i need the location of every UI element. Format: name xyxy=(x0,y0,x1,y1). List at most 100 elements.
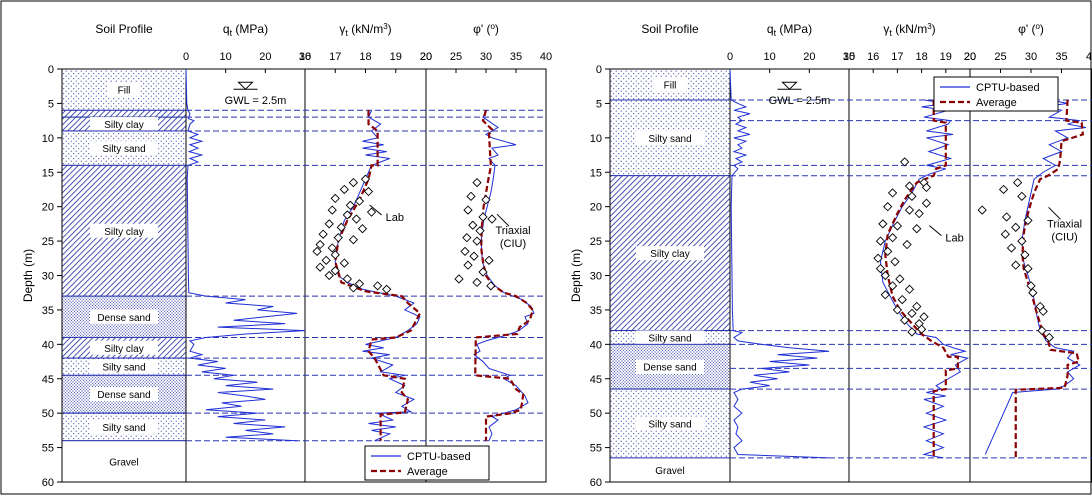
gwl-label: GWL = 2.5m xyxy=(769,95,831,107)
x-tick-label: 19 xyxy=(390,51,402,63)
soil-layer-label: Dense sand xyxy=(643,363,696,374)
x-tick-label: 18 xyxy=(915,51,927,63)
lab-data-point xyxy=(919,312,929,322)
lab-data-point xyxy=(372,281,383,291)
lab-data-point xyxy=(892,221,903,231)
triaxial-data-point xyxy=(478,267,488,277)
panel-right: Fill Silty sand Silty clay Silty sand Dense … xyxy=(569,22,1092,489)
x-tick-label: 20 xyxy=(259,51,271,63)
soil-label-bg xyxy=(90,141,158,156)
x-tick-label: 35 xyxy=(1055,51,1067,63)
y-tick-label: 25 xyxy=(42,236,54,248)
y-tick-label: 15 xyxy=(590,167,602,179)
y-tick-label: 25 xyxy=(590,236,602,248)
gwl-label: GWL = 2.5m xyxy=(225,95,287,107)
triaxial-data-point xyxy=(460,246,470,257)
lab-data-point xyxy=(875,263,886,274)
triaxial-annotation: Triaxial xyxy=(495,225,530,237)
lab-data-point xyxy=(887,188,898,198)
triaxial-data-point xyxy=(998,184,1009,195)
lab-data-point xyxy=(921,198,932,208)
x-tick-label: 25 xyxy=(450,51,462,63)
triaxial-data-point xyxy=(1017,236,1027,246)
lab-data-point xyxy=(342,210,352,220)
lab-data-point xyxy=(900,315,910,325)
soil-layer-label: Silty clay xyxy=(104,120,143,131)
triaxial-data-point xyxy=(1023,215,1033,226)
lab-data-point xyxy=(895,274,905,284)
lab-data-point xyxy=(363,186,374,197)
triaxial-data-point xyxy=(1011,222,1021,232)
soil-label-bg xyxy=(90,223,158,238)
lab-data-point xyxy=(327,243,337,253)
soil-layer-label: Silty sand xyxy=(648,333,691,344)
y-tick-label: 15 xyxy=(42,167,54,179)
triaxial-annotation-sub: (CIU) xyxy=(1051,231,1077,243)
y-tick-label: 10 xyxy=(42,133,54,145)
lab-annotation: Lab xyxy=(945,233,963,245)
y-tick-label: 35 xyxy=(42,305,54,317)
lab-data-point xyxy=(312,246,322,257)
triaxial-data-point xyxy=(977,205,987,215)
x-tick-label: 17 xyxy=(891,51,903,63)
phi-cptu-line xyxy=(473,110,535,441)
x-tick-label: 19 xyxy=(940,51,952,63)
soil-layer-label: Silty clay xyxy=(650,249,689,260)
soil-label-bg xyxy=(90,359,158,374)
triaxial-data-point xyxy=(466,191,476,201)
soil-label-bg xyxy=(90,387,158,402)
triaxial-data-point xyxy=(478,212,488,222)
triaxial-annotation: Triaxial xyxy=(1047,218,1082,230)
y-tick-label: 55 xyxy=(42,443,54,455)
lab-data-point xyxy=(351,214,362,224)
lab-data-point xyxy=(315,239,325,250)
qt-cptu-line xyxy=(729,68,830,459)
lab-data-point xyxy=(382,284,392,294)
y-tick-label: 10 xyxy=(590,133,602,145)
legend-cptu-label: CPTU-based xyxy=(407,451,471,463)
phi-average-line xyxy=(474,109,535,441)
y-tick-label: 0 xyxy=(48,64,54,76)
triaxial-data-point xyxy=(487,214,497,224)
lab-data-point xyxy=(360,174,371,184)
soil-layer-label: Dense sand xyxy=(97,390,150,401)
soil-label-bg xyxy=(90,419,158,434)
triaxial-data-point xyxy=(486,281,496,291)
x-tick-label: 20 xyxy=(803,51,815,63)
lab-data-point xyxy=(339,258,349,268)
triaxial-data-point xyxy=(463,205,473,215)
lab-data-point xyxy=(348,177,359,188)
lab-data-point xyxy=(330,266,340,276)
soil-layer-label: Gravel xyxy=(109,457,138,468)
soil-label-bg xyxy=(90,117,158,132)
lab-annotation-arrow xyxy=(929,225,942,237)
triaxial-data-point xyxy=(1038,306,1048,316)
x-tick-label: 30 xyxy=(843,51,855,63)
triaxial-data-point xyxy=(454,274,464,284)
soil-label-bg xyxy=(90,340,158,355)
legend-average-label: Average xyxy=(976,97,1017,109)
y-tick-label: 45 xyxy=(42,374,54,386)
x-tick-label: 10 xyxy=(220,51,232,63)
lab-data-point xyxy=(904,181,915,191)
lab-data-point xyxy=(880,290,890,300)
gamma-title: γt (kN/m3) xyxy=(339,22,391,38)
triaxial-data-point xyxy=(1017,191,1027,201)
legend-box xyxy=(933,76,1059,112)
lab-data-point xyxy=(330,250,340,260)
lab-data-point xyxy=(912,224,922,234)
lab-data-point xyxy=(921,182,932,193)
lab-data-point xyxy=(912,301,922,312)
lab-data-point xyxy=(916,324,927,334)
y-tick-label: 5 xyxy=(596,98,602,110)
lab-data-point xyxy=(900,157,910,167)
triaxial-data-point xyxy=(1006,243,1017,253)
triaxial-data-point xyxy=(462,233,472,243)
lab-data-point xyxy=(904,205,915,215)
soil-label-bg xyxy=(653,77,687,92)
triaxial-data-point xyxy=(1037,325,1047,336)
x-tick-label: 20 xyxy=(964,51,976,63)
lab-annotation-arrow xyxy=(369,204,382,216)
lab-data-point xyxy=(348,235,359,245)
lab-data-point xyxy=(875,236,886,246)
